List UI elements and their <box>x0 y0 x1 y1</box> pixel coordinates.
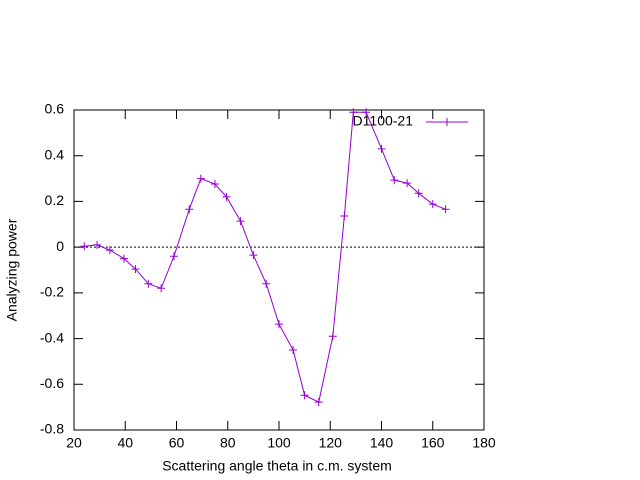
x-axis-label: Scattering angle theta in c.m. system <box>162 458 392 474</box>
point-marker <box>80 242 89 251</box>
point-marker <box>275 320 283 329</box>
point-marker <box>249 251 258 260</box>
legend-label: D1100-21 <box>353 113 414 129</box>
point-marker <box>340 212 349 221</box>
y-tick-label: 0.6 <box>45 101 65 117</box>
point-marker <box>169 252 178 261</box>
point-marker <box>119 254 128 263</box>
point-marker <box>105 246 114 255</box>
point-marker <box>377 144 386 153</box>
x-tick-label: 100 <box>267 435 291 451</box>
x-tick-label: 60 <box>169 435 185 451</box>
point-marker <box>289 346 298 354</box>
point-marker <box>185 205 194 214</box>
point-marker <box>362 108 371 117</box>
y-tick-label: 0.4 <box>45 146 65 162</box>
x-tick-label: 40 <box>117 435 133 451</box>
y-tick-label: -0.6 <box>40 375 64 391</box>
y-tick-label: 0 <box>56 238 64 254</box>
point-marker <box>403 179 412 188</box>
point-marker <box>300 391 309 400</box>
x-tick-label: 20 <box>66 435 82 451</box>
point-marker <box>93 240 102 249</box>
point-marker <box>196 174 205 183</box>
point-marker <box>414 189 423 198</box>
y-tick-label: -0.2 <box>40 284 64 300</box>
x-tick-label: 80 <box>220 435 236 451</box>
point-marker <box>428 200 437 209</box>
x-tick-label: 120 <box>319 435 343 451</box>
point-marker <box>222 192 231 201</box>
point-marker <box>441 205 450 214</box>
y-axis-label: Analyzing power <box>4 218 20 321</box>
point-marker <box>390 176 399 185</box>
point-marker <box>314 398 323 407</box>
y-tick-label: -0.4 <box>40 329 64 345</box>
point-marker <box>262 279 271 288</box>
x-tick-label: 180 <box>472 435 496 451</box>
point-marker <box>131 265 140 274</box>
point-marker <box>157 284 166 293</box>
x-tick-label: 160 <box>421 435 445 451</box>
y-tick-label: -0.8 <box>40 421 64 437</box>
point-marker <box>328 332 337 341</box>
point-marker <box>210 180 219 189</box>
point-marker <box>236 217 245 226</box>
point-marker <box>349 108 358 117</box>
y-tick-label: 0.2 <box>45 192 65 208</box>
x-tick-label: 140 <box>370 435 394 451</box>
legend-marker <box>443 118 451 126</box>
point-marker <box>144 279 153 288</box>
plot-border <box>73 109 485 431</box>
